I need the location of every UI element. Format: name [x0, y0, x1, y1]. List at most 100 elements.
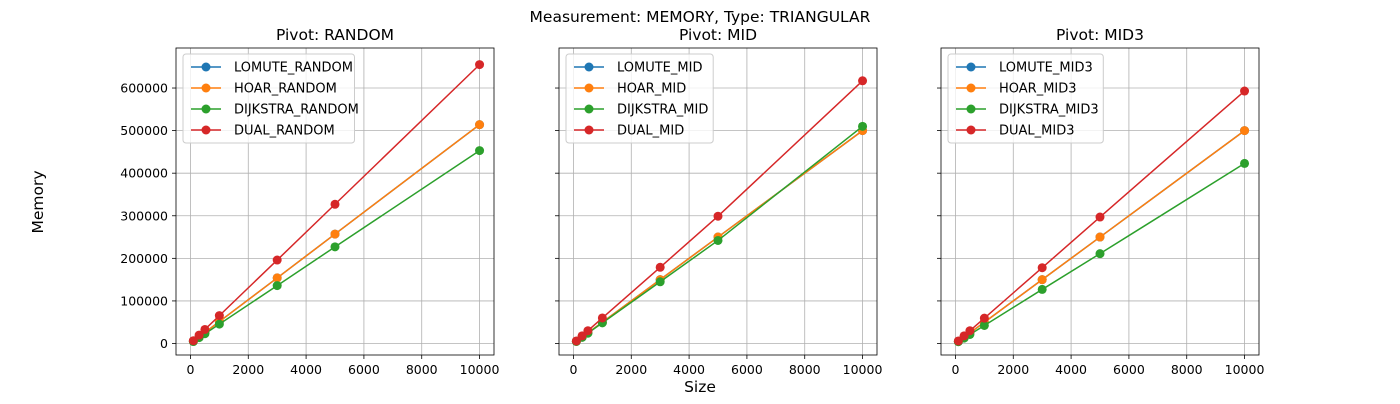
legend: LOMUTE_RANDOM HOAR_RANDOM DIJKSTRA_RANDOM D… — [182, 53, 359, 144]
legend-label: LOMUTE_RANDOM — [234, 61, 353, 76]
legend-marker — [201, 62, 211, 72]
data-point — [188, 336, 198, 346]
legend-marker — [201, 125, 211, 135]
data-point — [1095, 232, 1105, 242]
data-point — [965, 326, 975, 336]
legend-label: DUAL_RANDOM — [234, 124, 335, 139]
x-tick-label: 8000 — [1171, 362, 1203, 377]
legend-marker — [584, 62, 594, 72]
legend: LOMUTE_MID3 HOAR_MID3 DIJKSTRA_MID3 DUAL_MI… — [947, 53, 1104, 144]
data-point — [1240, 158, 1250, 168]
x-axis-label: Size — [684, 378, 716, 396]
legend-label: DIJKSTRA_RANDOM — [234, 103, 359, 118]
x-tick-label: 0 — [186, 362, 194, 377]
y-tick-label: 500000 — [120, 123, 168, 138]
legend-marker — [584, 104, 594, 114]
data-point — [979, 313, 989, 323]
legend-label: DIJKSTRA_MID3 — [999, 103, 1099, 118]
data-point — [959, 331, 969, 341]
data-point — [597, 313, 607, 323]
legend-label: DIJKSTRA_MID — [617, 103, 708, 118]
x-tick-label: 2000 — [232, 362, 264, 377]
axes-frame — [940, 47, 1260, 356]
data-point — [858, 76, 868, 86]
legend-label: HOAR_MID — [617, 82, 686, 97]
subplot-title: Pivot: RANDOM — [276, 26, 394, 44]
legend-marker — [966, 104, 976, 114]
legend-marker — [584, 125, 594, 135]
data-point — [655, 277, 665, 287]
data-point — [272, 273, 282, 283]
legend-box — [182, 53, 355, 144]
y-axis-label: Memory — [29, 170, 47, 233]
data-point — [1037, 284, 1047, 294]
subplots: 0 2000 4000 6000 8000 10000010000020000030000… — [120, 26, 1264, 377]
subplot-3: 0 2000 4000 6000 8000 10000 Pivot: MID3 LOMUTE_… — [937, 26, 1264, 377]
x-tick-label: 6000 — [731, 362, 763, 377]
data-point — [475, 120, 485, 130]
legend-label: DUAL_MID3 — [999, 124, 1075, 139]
legend-box — [947, 53, 1104, 144]
data-point — [475, 146, 485, 156]
x-tick-label: 0 — [569, 362, 577, 377]
y-tick-label: 200000 — [120, 251, 168, 266]
x-tick-label: 2000 — [615, 362, 647, 377]
data-point — [953, 336, 963, 346]
y-tick-label: 600000 — [120, 81, 168, 96]
data-point — [1037, 263, 1047, 273]
legend-label: HOAR_RANDOM — [234, 82, 337, 97]
legend-marker — [201, 104, 211, 114]
subplot-1: 0 2000 4000 6000 8000 10000010000020000030000… — [120, 26, 499, 377]
x-tick-label: 10000 — [843, 362, 883, 377]
legend-box — [565, 53, 714, 144]
data-point — [1240, 86, 1250, 96]
subplot-title: Pivot: MID — [679, 26, 757, 44]
legend-label: HOAR_MID3 — [999, 82, 1077, 97]
x-tick-label: 4000 — [673, 362, 705, 377]
x-tick-label: 4000 — [290, 362, 322, 377]
legend-marker — [584, 83, 594, 93]
legend-label: LOMUTE_MID3 — [999, 61, 1093, 76]
data-point — [655, 262, 665, 272]
legend-label: LOMUTE_MID — [617, 61, 702, 76]
data-point — [713, 211, 723, 221]
data-point — [1240, 126, 1250, 136]
x-tick-label: 2000 — [997, 362, 1029, 377]
y-tick-label: 100000 — [120, 293, 168, 308]
legend-marker — [966, 62, 976, 72]
y-tick-label: 0 — [160, 336, 168, 351]
axes-frame — [558, 47, 878, 356]
data-point — [583, 326, 593, 336]
data-point — [475, 60, 485, 70]
y-tick-label: 300000 — [120, 208, 168, 223]
x-tick-label: 0 — [951, 362, 959, 377]
x-tick-label: 10000 — [1225, 362, 1265, 377]
data-point — [194, 330, 204, 340]
x-tick-label: 6000 — [348, 362, 380, 377]
legend-marker — [201, 83, 211, 93]
data-point — [1037, 275, 1047, 285]
x-tick-label: 8000 — [789, 362, 821, 377]
x-tick-label: 6000 — [1113, 362, 1145, 377]
data-point — [272, 281, 282, 291]
data-point — [330, 199, 340, 209]
x-tick-label: 10000 — [460, 362, 500, 377]
data-point — [1095, 212, 1105, 222]
subplot-title: Pivot: MID3 — [1056, 26, 1144, 44]
data-point — [577, 331, 587, 341]
legend: LOMUTE_MID HOAR_MID DIJKSTRA_MID DUAL_MID — [565, 53, 714, 144]
data-point — [979, 320, 989, 330]
legend-label: DUAL_MID — [617, 124, 684, 139]
x-tick-label: 4000 — [1055, 362, 1087, 377]
data-point — [272, 255, 282, 265]
data-point — [200, 324, 210, 334]
data-point — [713, 235, 723, 245]
data-point — [214, 311, 224, 321]
y-tick-label: 400000 — [120, 166, 168, 181]
data-point — [858, 121, 868, 131]
axes-frame — [175, 47, 495, 356]
subplot-2: 0 2000 4000 6000 8000 10000 Pivot: MID LOMUTE_M… — [555, 26, 882, 377]
figure-suptitle: Measurement: MEMORY, Type: TRIANGULAR — [530, 8, 871, 26]
data-point — [214, 319, 224, 329]
